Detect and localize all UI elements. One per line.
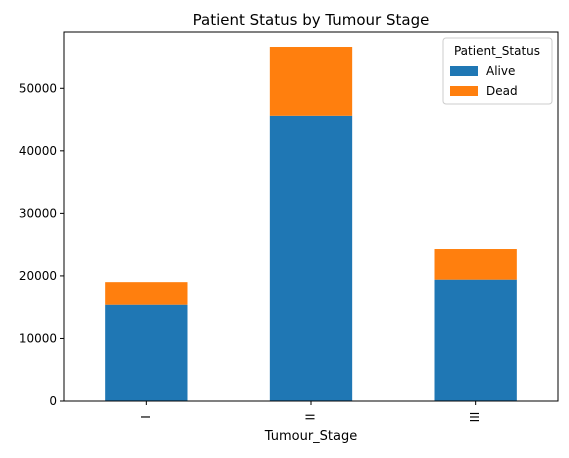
y-tick-label: 10000 [19, 331, 57, 345]
bar-dead-iii [434, 249, 517, 280]
x-axis-ticks: I II III [139, 401, 482, 422]
y-tick-label: 40000 [19, 144, 57, 158]
y-tick-label: 30000 [19, 206, 57, 220]
legend: Patient_Status Alive Dead [442, 37, 553, 105]
legend-swatch-dead [450, 86, 478, 96]
x-tick-label: I [139, 415, 153, 419]
chart-title: Patient Status by Tumour Stage [193, 11, 430, 29]
bar-dead-i [105, 282, 188, 305]
legend-label-dead: Dead [486, 84, 518, 98]
bars [105, 47, 517, 402]
plot-frame [63, 31, 559, 402]
legend-label-alive: Alive [486, 64, 515, 78]
x-axis-label: Tumour_Stage [264, 429, 357, 444]
x-tick-label: II [304, 413, 318, 420]
bar-alive-i [105, 304, 188, 401]
legend-swatch-alive [450, 66, 478, 76]
y-tick-label: 0 [49, 394, 57, 408]
y-tick-label: 20000 [19, 269, 57, 283]
x-tick-label: III [468, 412, 482, 423]
bar-dead-ii [269, 47, 353, 116]
y-tick-label: 50000 [19, 81, 57, 95]
legend-title: Patient_Status [454, 44, 540, 58]
legend-items: Alive Dead [450, 64, 518, 98]
y-axis-ticks: 0 10000 20000 30000 40000 50000 [19, 81, 64, 408]
bar-alive-ii [269, 115, 353, 402]
bar-alive-iii [434, 279, 517, 401]
